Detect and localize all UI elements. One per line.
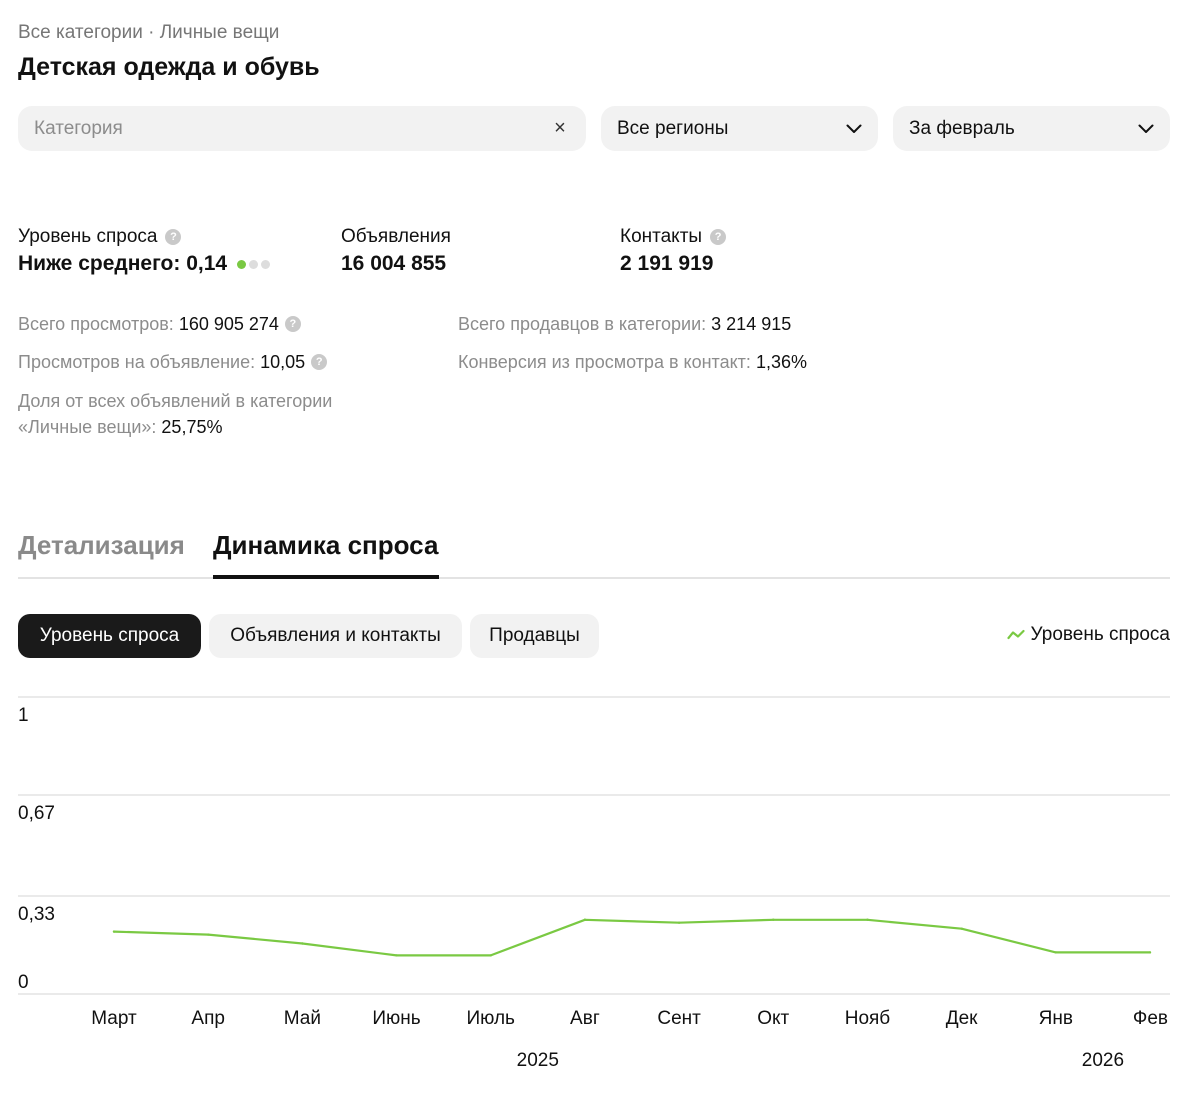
- x-tick-label: Дек: [946, 1008, 978, 1029]
- category-share-stat: Доля от всех объявлений в категории «Лич…: [18, 388, 398, 440]
- page-title: Детская одежда и обувь: [18, 53, 320, 81]
- close-icon[interactable]: ×: [554, 117, 566, 139]
- x-tick-label: Авг: [570, 1008, 600, 1029]
- y-tick-label: 0,67: [18, 803, 55, 824]
- ads-label: Объявления: [341, 226, 451, 248]
- data-point: [1148, 951, 1152, 954]
- chip-ads-contacts[interactable]: Объявления и контакты: [209, 614, 462, 658]
- total-views-stat: Всего просмотров: 160 905 274?: [18, 311, 301, 337]
- data-point: [772, 918, 775, 921]
- x-tick-label: Апр: [191, 1008, 225, 1029]
- views-per-ad-stat: Просмотров на объявление: 10,05?: [18, 349, 328, 375]
- active-tab-indicator: [213, 575, 439, 579]
- ads-label-text: Объявления: [341, 226, 451, 247]
- year-label: 2026: [1082, 1050, 1124, 1071]
- demand-chart: 1 0,67 0,33 0 Март Апр Май Июнь Июль Авг Сент Окт Но…: [18, 696, 1170, 1071]
- x-tick-label: Сент: [657, 1008, 701, 1029]
- series-line-demand: [112, 918, 1152, 957]
- trend-line-icon: [1006, 629, 1025, 640]
- conversion-stat: Конверсия из просмотра в контакт: 1,36%: [458, 349, 807, 375]
- data-point: [395, 954, 398, 957]
- indicator-dot-active: [237, 259, 247, 269]
- chart-legend: Уровень спроса: [1006, 624, 1170, 646]
- chevron-down-icon: [846, 121, 862, 137]
- data-point: [301, 942, 304, 945]
- data-point: [112, 930, 116, 933]
- help-icon[interactable]: ?: [311, 354, 328, 370]
- indicator-dot: [261, 259, 271, 269]
- y-tick-label: 1: [18, 705, 29, 726]
- demand-level-indicator: [237, 259, 271, 269]
- x-tick-label: Фев: [1133, 1008, 1168, 1029]
- region-select-value: Все регионы: [617, 117, 729, 139]
- data-point: [1054, 951, 1058, 954]
- data-point: [583, 918, 587, 921]
- year-label: 2025: [517, 1050, 559, 1071]
- help-icon[interactable]: ?: [710, 229, 727, 245]
- demand-level-value-text: Ниже среднего: 0,14: [18, 252, 228, 275]
- demand-level-label: Уровень спроса ?: [18, 226, 182, 248]
- sellers-stat: Всего продавцов в категории: 3 214 915: [458, 311, 791, 337]
- tab-dynamics[interactable]: Динамика спроса: [213, 530, 439, 560]
- data-point: [489, 954, 492, 957]
- x-tick-label: Июнь: [372, 1008, 420, 1029]
- sellers-label: Всего продавцов в категории:: [458, 314, 707, 334]
- breadcrumb[interactable]: Все категории · Личные вещи: [18, 22, 280, 43]
- data-point: [206, 933, 210, 936]
- contacts-value: 2 191 919: [620, 252, 714, 275]
- category-share-label-line2: «Личные вещи»:: [18, 417, 157, 437]
- data-point: [960, 927, 963, 930]
- total-views-label: Всего просмотров:: [18, 314, 174, 334]
- chip-sellers[interactable]: Продавцы: [470, 614, 599, 658]
- x-tick-label: Март: [91, 1008, 137, 1029]
- ads-value: 16 004 855: [341, 252, 447, 275]
- demand-level-label-text: Уровень спроса: [18, 226, 158, 247]
- x-tick-label: Июль: [466, 1008, 515, 1029]
- chip-demand-level[interactable]: Уровень спроса: [18, 614, 201, 658]
- tab-detail[interactable]: Детализация: [18, 530, 185, 560]
- category-share-value: 25,75%: [161, 417, 223, 437]
- tabs-divider: [18, 577, 1170, 579]
- contacts-label-text: Контакты: [620, 226, 703, 247]
- contacts-label: Контакты ?: [620, 226, 727, 248]
- category-share-label-line1: Доля от всех объявлений в категории: [18, 391, 333, 411]
- period-select[interactable]: За февраль: [893, 106, 1170, 151]
- x-tick-label: Окт: [757, 1008, 789, 1029]
- chart-legend-label: Уровень спроса: [1030, 624, 1170, 645]
- conversion-value: 1,36%: [755, 352, 807, 372]
- y-tick-label: 0: [18, 972, 29, 993]
- help-icon[interactable]: ?: [284, 316, 301, 332]
- data-point: [677, 921, 681, 924]
- category-filter-input[interactable]: Категория ×: [18, 106, 586, 151]
- x-tick-label: Янв: [1039, 1008, 1073, 1029]
- region-select[interactable]: Все регионы: [601, 106, 878, 151]
- x-tick-label: Нояб: [845, 1008, 891, 1029]
- views-per-ad-value: 10,05: [260, 352, 306, 372]
- conversion-label: Конверсия из просмотра в контакт:: [458, 352, 751, 372]
- indicator-dot: [249, 259, 259, 269]
- views-per-ad-label: Просмотров на объявление:: [18, 352, 256, 372]
- sellers-value: 3 214 915: [711, 314, 792, 334]
- period-select-value: За февраль: [909, 117, 1015, 139]
- data-point: [866, 918, 869, 921]
- help-icon[interactable]: ?: [165, 229, 182, 245]
- total-views-value: 160 905 274: [178, 314, 279, 334]
- chevron-down-icon: [1138, 121, 1154, 137]
- demand-level-value: Ниже среднего: 0,14: [18, 252, 271, 276]
- x-tick-label: Май: [284, 1008, 321, 1029]
- y-tick-label: 0,33: [18, 904, 55, 925]
- category-filter-placeholder: Категория: [34, 117, 123, 139]
